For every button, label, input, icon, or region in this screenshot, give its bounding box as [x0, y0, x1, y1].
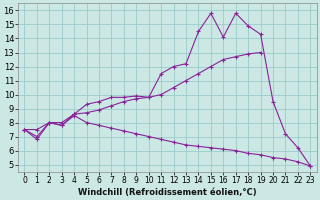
X-axis label: Windchill (Refroidissement éolien,°C): Windchill (Refroidissement éolien,°C) — [78, 188, 257, 197]
